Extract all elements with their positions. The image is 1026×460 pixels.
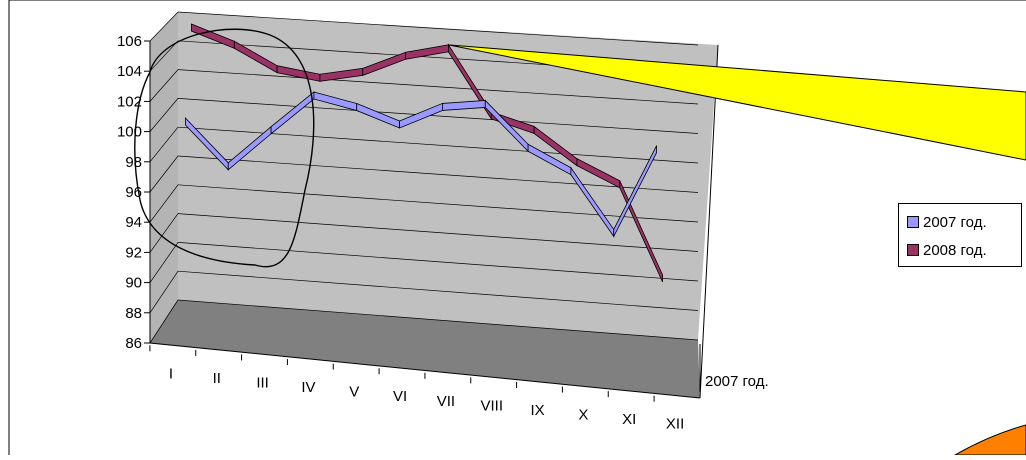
x-tick-label: V: [349, 384, 359, 401]
x-tick-label: IV: [301, 379, 315, 396]
x-tick-label: II: [213, 370, 221, 387]
x-tick-label: XI: [622, 411, 636, 428]
y-tick-label: 92: [125, 244, 142, 261]
legend-swatch-2008: [907, 244, 919, 256]
y-tick-label: 90: [125, 275, 142, 292]
legend-swatch-2007: [907, 216, 919, 228]
x-tick-label: VII: [437, 393, 455, 410]
legend-label-2008: 2008 год.: [923, 242, 987, 259]
y-tick-label: 94: [125, 214, 142, 231]
depth-axis-label: 2007 год.: [705, 373, 769, 390]
legend-item-2007: 2007 год.: [907, 208, 1021, 236]
x-tick-label: VIII: [480, 397, 503, 414]
x-tick-label: I: [169, 365, 173, 382]
x-tick-label: X: [578, 407, 588, 424]
x-tick-label: III: [256, 374, 269, 391]
x-tick-label: VI: [393, 388, 407, 405]
corner-shape: [955, 425, 1026, 455]
y-tick-label: 88: [125, 305, 142, 322]
x-tick-label: IX: [530, 402, 544, 419]
legend: 2007 год. 2008 год.: [898, 203, 1022, 267]
x-tick-label: XII: [666, 416, 684, 433]
y-tick-label: 98: [125, 154, 142, 171]
legend-item-2008: 2008 год.: [907, 236, 1021, 264]
y-tick-label: 86: [125, 335, 142, 352]
y-tick-label: 106: [117, 33, 142, 50]
y-tick-label: 104: [117, 63, 142, 80]
y-tick-label: 100: [117, 124, 142, 141]
legend-label-2007: 2007 год.: [923, 214, 987, 231]
